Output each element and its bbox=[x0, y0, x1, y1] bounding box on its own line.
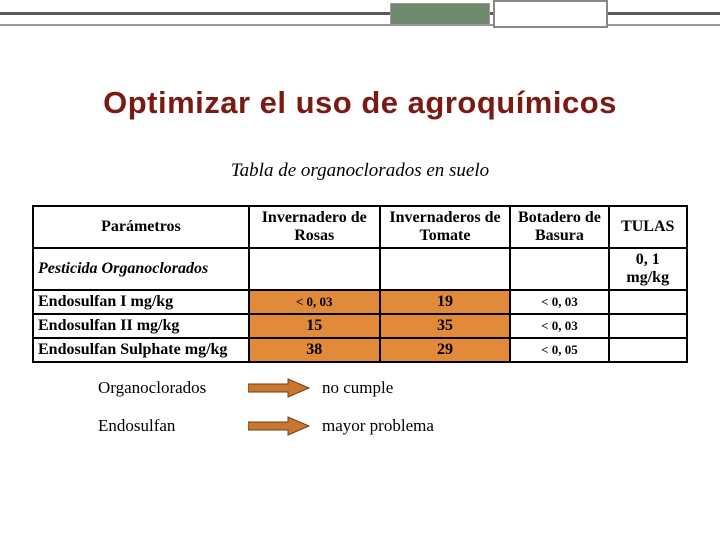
note-text: no cumple bbox=[322, 378, 393, 398]
col-header-tomate: Invernaderos de Tomate bbox=[380, 206, 511, 248]
category-tulas: 0, 1 mg/kg bbox=[609, 248, 688, 290]
cell-tulas bbox=[609, 290, 688, 314]
col-header-parametros: Parámetros bbox=[33, 206, 249, 248]
cell-rosas: < 0, 03 bbox=[249, 290, 380, 314]
note-row: Endosulfan mayor problema bbox=[98, 416, 434, 436]
arrow-icon bbox=[248, 378, 310, 398]
table-header-row: Parámetros Invernadero de Rosas Invernad… bbox=[33, 206, 687, 248]
table-row: Endosulfan II mg/kg 15 35 < 0, 03 bbox=[33, 314, 687, 338]
cell-tomate: 35 bbox=[380, 314, 511, 338]
row-label: Endosulfan Sulphate mg/kg bbox=[33, 338, 249, 362]
cell-tulas bbox=[609, 338, 688, 362]
note-label: Endosulfan bbox=[98, 416, 248, 436]
cell-tulas bbox=[609, 314, 688, 338]
slide-top-decor bbox=[0, 0, 720, 44]
slide-subtitle: Tabla de organoclorados en suelo bbox=[0, 160, 720, 182]
data-table: Parámetros Invernadero de Rosas Invernad… bbox=[32, 205, 688, 363]
row-label: Endosulfan I mg/kg bbox=[33, 290, 249, 314]
row-label: Endosulfan II mg/kg bbox=[33, 314, 249, 338]
col-header-rosas: Invernadero de Rosas bbox=[249, 206, 380, 248]
arrow-icon bbox=[248, 416, 310, 436]
cell-basura: < 0, 05 bbox=[510, 338, 608, 362]
cell-tomate: 19 bbox=[380, 290, 511, 314]
cell-tomate: 29 bbox=[380, 338, 511, 362]
note-label: Organoclorados bbox=[98, 378, 248, 398]
slide-title: Optimizar el uso de agroquímicos bbox=[0, 85, 720, 121]
col-header-basura: Botadero de Basura bbox=[510, 206, 608, 248]
note-row: Organoclorados no cumple bbox=[98, 378, 434, 398]
cell-basura: < 0, 03 bbox=[510, 290, 608, 314]
cell-rosas: 15 bbox=[249, 314, 380, 338]
cell-basura: < 0, 03 bbox=[510, 314, 608, 338]
table-category-row: Pesticida Organoclorados 0, 1 mg/kg bbox=[33, 248, 687, 290]
note-text: mayor problema bbox=[322, 416, 434, 436]
col-header-tulas: TULAS bbox=[609, 206, 688, 248]
notes-block: Organoclorados no cumple Endosulfan mayo… bbox=[98, 378, 434, 454]
table-row: Endosulfan I mg/kg < 0, 03 19 < 0, 03 bbox=[33, 290, 687, 314]
category-label: Pesticida Organoclorados bbox=[33, 248, 249, 290]
cell-rosas: 38 bbox=[249, 338, 380, 362]
table-row: Endosulfan Sulphate mg/kg 38 29 < 0, 05 bbox=[33, 338, 687, 362]
